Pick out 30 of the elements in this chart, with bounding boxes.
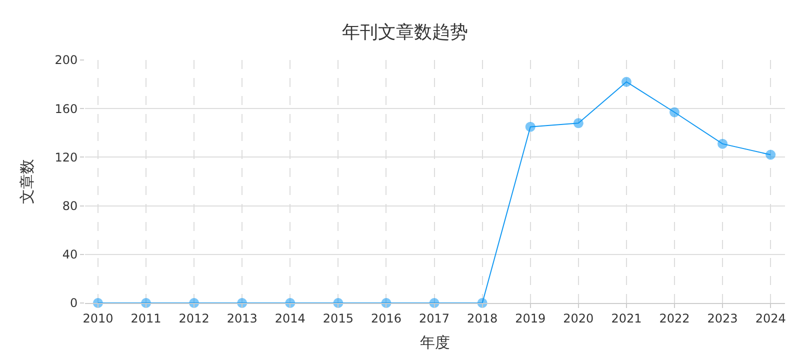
x-tick-label: 2017 — [419, 311, 450, 326]
x-tick-label: 2022 — [659, 311, 690, 326]
x-tick-label: 2011 — [130, 311, 162, 326]
x-tick-label: 2021 — [611, 311, 642, 326]
point — [573, 118, 584, 128]
x-tick-label: 2019 — [515, 311, 546, 326]
x-tick-label: 2020 — [563, 311, 594, 326]
point — [766, 150, 776, 160]
x-tick-label: 2013 — [226, 311, 258, 326]
y-tick-label: 120 — [54, 150, 78, 164]
x-tick-label: 2012 — [178, 311, 210, 326]
x-tick-label: 2010 — [82, 311, 114, 326]
point — [525, 122, 536, 132]
x-tick-label: 2024 — [755, 311, 786, 326]
x-tick-label: 2023 — [707, 311, 738, 326]
y-tick-label: 0 — [70, 296, 78, 310]
point — [670, 107, 680, 118]
y-tick-label: 160 — [54, 102, 78, 116]
point — [718, 138, 728, 149]
y-tick-label: 40 — [62, 248, 78, 262]
x-tick-label: 2018 — [467, 311, 498, 326]
y-tick-label: 80 — [62, 199, 78, 213]
x-tick-label: 2016 — [370, 311, 402, 326]
x-tick-label: 2014 — [274, 311, 306, 326]
chart-title: 年刊文章数趋势 — [342, 22, 468, 43]
x-tick-label: 2015 — [322, 311, 354, 326]
y-axis-title: 文章数 — [18, 159, 36, 204]
x-axis-title: 年度 — [420, 333, 450, 352]
y-tick-label: 200 — [54, 53, 78, 68]
point — [621, 76, 632, 87]
